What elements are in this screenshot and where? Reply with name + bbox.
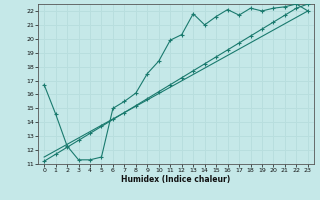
X-axis label: Humidex (Indice chaleur): Humidex (Indice chaleur) <box>121 175 231 184</box>
